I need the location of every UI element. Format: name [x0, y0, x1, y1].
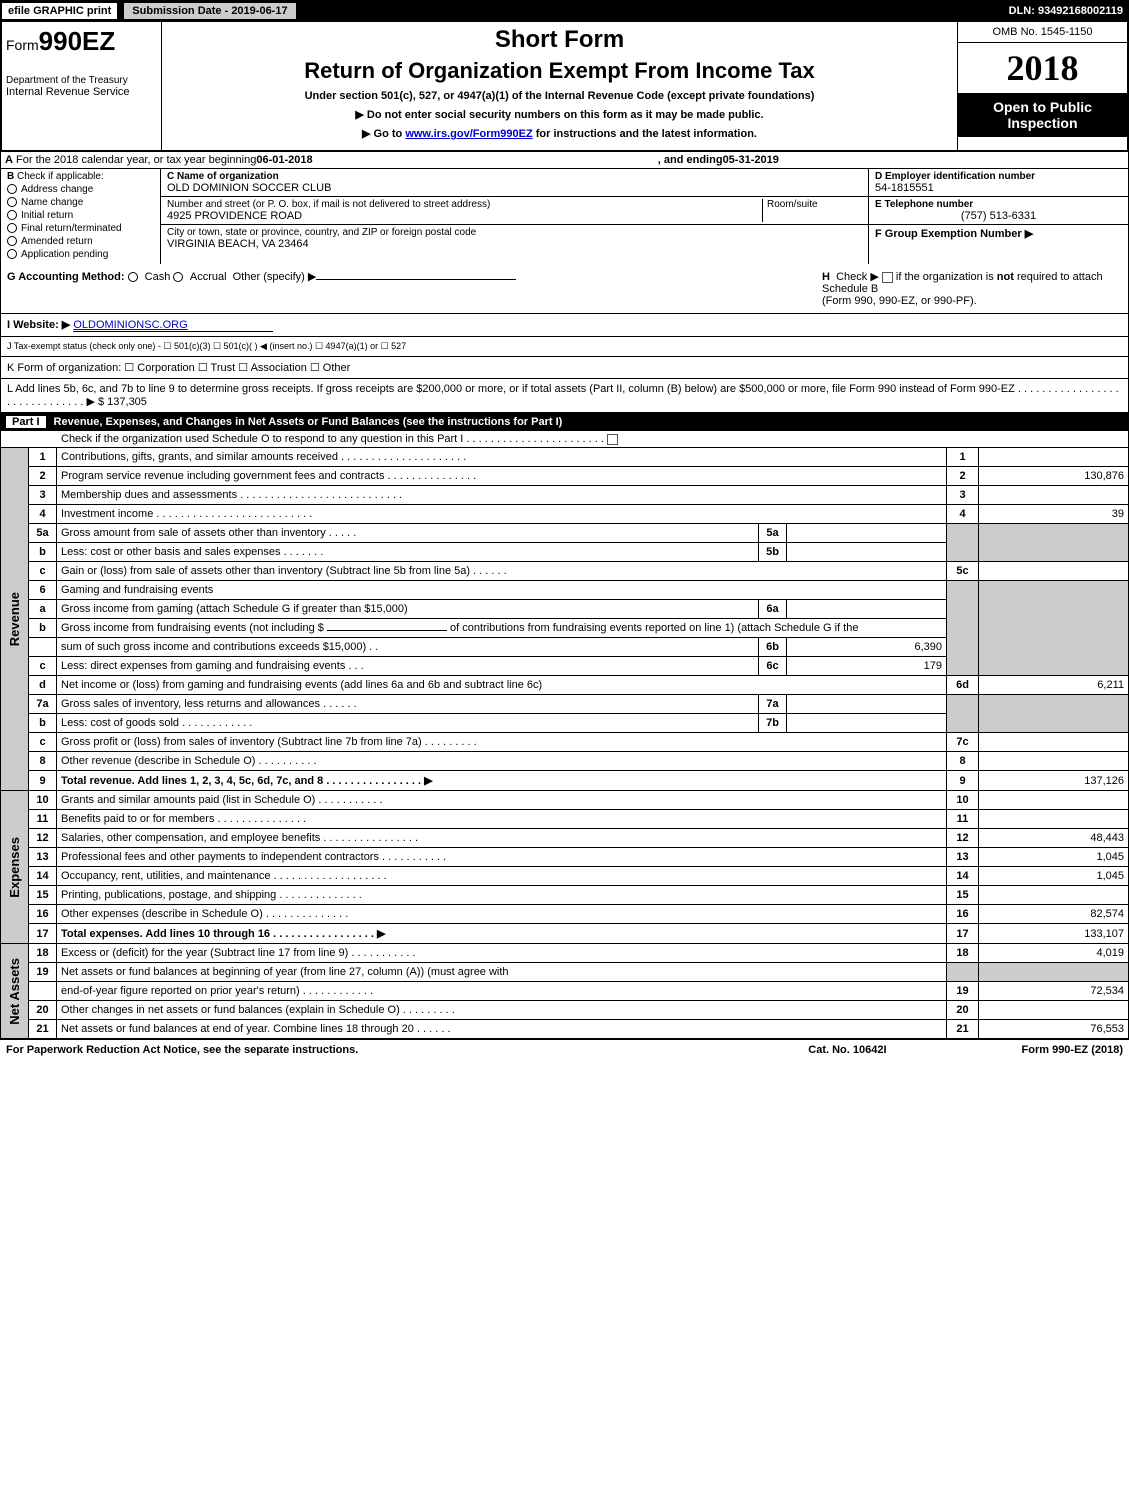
footer-cat: Cat. No. 10642I: [808, 1044, 886, 1056]
chk-cash[interactable]: [128, 272, 138, 282]
part1-sub: Check if the organization used Schedule …: [0, 431, 1129, 447]
line-17-val: 133,107: [979, 924, 1129, 944]
subtitle: Under section 501(c), 527, or 4947(a)(1)…: [170, 90, 949, 102]
line-9-val: 137,126: [979, 771, 1129, 791]
header-center: Short Form Return of Organization Exempt…: [162, 22, 957, 150]
row-gh: G Accounting Method: Cash Accrual Other …: [0, 264, 1129, 314]
line-13-val: 1,045: [979, 848, 1129, 867]
accounting-other-input[interactable]: [316, 279, 516, 280]
line-16-val: 82,574: [979, 905, 1129, 924]
line-5a-mini: [787, 524, 947, 543]
chk-initial-return[interactable]: Initial return: [7, 210, 154, 221]
line-2-val: 130,876: [979, 467, 1129, 486]
line-7b-mini: [787, 714, 947, 733]
short-form-title: Short Form: [170, 26, 949, 54]
line-6a-mini: [787, 600, 947, 619]
line-14-val: 1,045: [979, 867, 1129, 886]
ein: 54-1815551: [875, 182, 1122, 194]
line-21-val: 76,553: [979, 1020, 1129, 1039]
efile-badge: efile GRAPHIC print: [0, 1, 119, 21]
omb-number: OMB No. 1545-1150: [958, 22, 1127, 43]
org-street: 4925 PROVIDENCE ROAD: [167, 210, 762, 222]
line-3-val: [979, 486, 1129, 505]
chk-name-change[interactable]: Name change: [7, 197, 154, 208]
fundraising-contrib-input[interactable]: [327, 630, 447, 631]
line-6b-mini: 6,390: [787, 638, 947, 657]
line-6d-val: 6,211: [979, 676, 1129, 695]
line-19-val: 72,534: [979, 982, 1129, 1001]
return-title: Return of Organization Exempt From Incom…: [170, 58, 949, 84]
header-right: OMB No. 1545-1150 2018 Open to Public In…: [957, 22, 1127, 150]
chk-schedule-b[interactable]: [882, 272, 893, 283]
line-4-val: 39: [979, 505, 1129, 524]
form-prefix: Form: [6, 37, 39, 53]
line-7a-mini: [787, 695, 947, 714]
line-7c-val: [979, 733, 1129, 752]
line-8-val: [979, 752, 1129, 771]
open-to-public: Open to Public Inspection: [958, 93, 1127, 137]
part1-title: Revenue, Expenses, and Changes in Net As…: [54, 416, 563, 428]
dept-treasury: Department of the Treasury: [6, 75, 157, 86]
chk-amended-return[interactable]: Amended return: [7, 236, 154, 247]
line-20-val: [979, 1001, 1129, 1020]
col-def: D Employer identification number 54-1815…: [868, 169, 1128, 264]
org-name: OLD DOMINION SOCCER CLUB: [167, 182, 862, 194]
chk-application-pending[interactable]: Application pending: [7, 249, 154, 260]
line-5b-mini: [787, 543, 947, 562]
chk-schedule-o[interactable]: [607, 434, 618, 445]
expenses-label: Expenses: [5, 833, 24, 902]
line-12-val: 48,443: [979, 829, 1129, 848]
chk-final-return[interactable]: Final return/terminated: [7, 223, 154, 234]
irs: Internal Revenue Service: [6, 86, 157, 98]
website-link[interactable]: OLDOMINIONSC.ORG: [73, 319, 273, 332]
form-number: 990EZ: [39, 26, 116, 56]
part1-label: Part I: [6, 416, 46, 428]
gross-receipts: $ 137,305: [98, 396, 147, 408]
col-c: C Name of organization OLD DOMINION SOCC…: [161, 169, 868, 264]
donot-note: ▶ Do not enter social security numbers o…: [170, 108, 949, 121]
part1-header: Part I Revenue, Expenses, and Changes in…: [0, 413, 1129, 431]
org-city: VIRGINIA BEACH, VA 23464: [167, 238, 862, 250]
line-6c-mini: 179: [787, 657, 947, 676]
section-a: A For the 2018 calendar year, or tax yea…: [0, 152, 1129, 169]
revenue-label: Revenue: [5, 588, 24, 650]
col-b-checkboxes: B Check if applicable: Address change Na…: [1, 169, 161, 264]
footer-right: Form 990-EZ (2018): [1022, 1044, 1123, 1056]
row-l: L Add lines 5b, 6c, and 7b to line 9 to …: [0, 379, 1129, 413]
goto-link[interactable]: www.irs.gov/Form990EZ: [405, 128, 532, 140]
form-header: Form990EZ Department of the Treasury Int…: [0, 22, 1129, 152]
row-k: K Form of organization: ☐ Corporation ☐ …: [0, 357, 1129, 379]
line-11-val: [979, 810, 1129, 829]
line-1-val: [979, 448, 1129, 467]
chk-address-change[interactable]: Address change: [7, 184, 154, 195]
row-j: J Tax-exempt status (check only one) - ☐…: [0, 337, 1129, 357]
row-i: I Website: ▶ OLDOMINIONSC.ORG: [0, 314, 1129, 337]
line-10-val: [979, 791, 1129, 810]
footer: For Paperwork Reduction Act Notice, see …: [0, 1039, 1129, 1060]
footer-left: For Paperwork Reduction Act Notice, see …: [6, 1044, 358, 1056]
top-bar: efile GRAPHIC print Submission Date - 20…: [0, 0, 1129, 22]
submission-date: Submission Date - 2019-06-17: [123, 2, 296, 20]
telephone: (757) 513-6331: [875, 210, 1122, 222]
line-18-val: 4,019: [979, 944, 1129, 963]
netassets-label: Net Assets: [5, 954, 24, 1029]
org-info-row: B Check if applicable: Address change Na…: [0, 169, 1129, 264]
room-suite: Room/suite: [762, 199, 862, 222]
line-15-val: [979, 886, 1129, 905]
chk-accrual[interactable]: [173, 272, 183, 282]
dln: DLN: 93492168002119: [1009, 5, 1129, 17]
tax-year: 2018: [958, 43, 1127, 93]
line-5c-val: [979, 562, 1129, 581]
header-left: Form990EZ Department of the Treasury Int…: [2, 22, 162, 150]
part1-table: Revenue 1Contributions, gifts, grants, a…: [0, 447, 1129, 1039]
goto-note: ▶ Go to www.irs.gov/Form990EZ for instru…: [170, 127, 949, 140]
